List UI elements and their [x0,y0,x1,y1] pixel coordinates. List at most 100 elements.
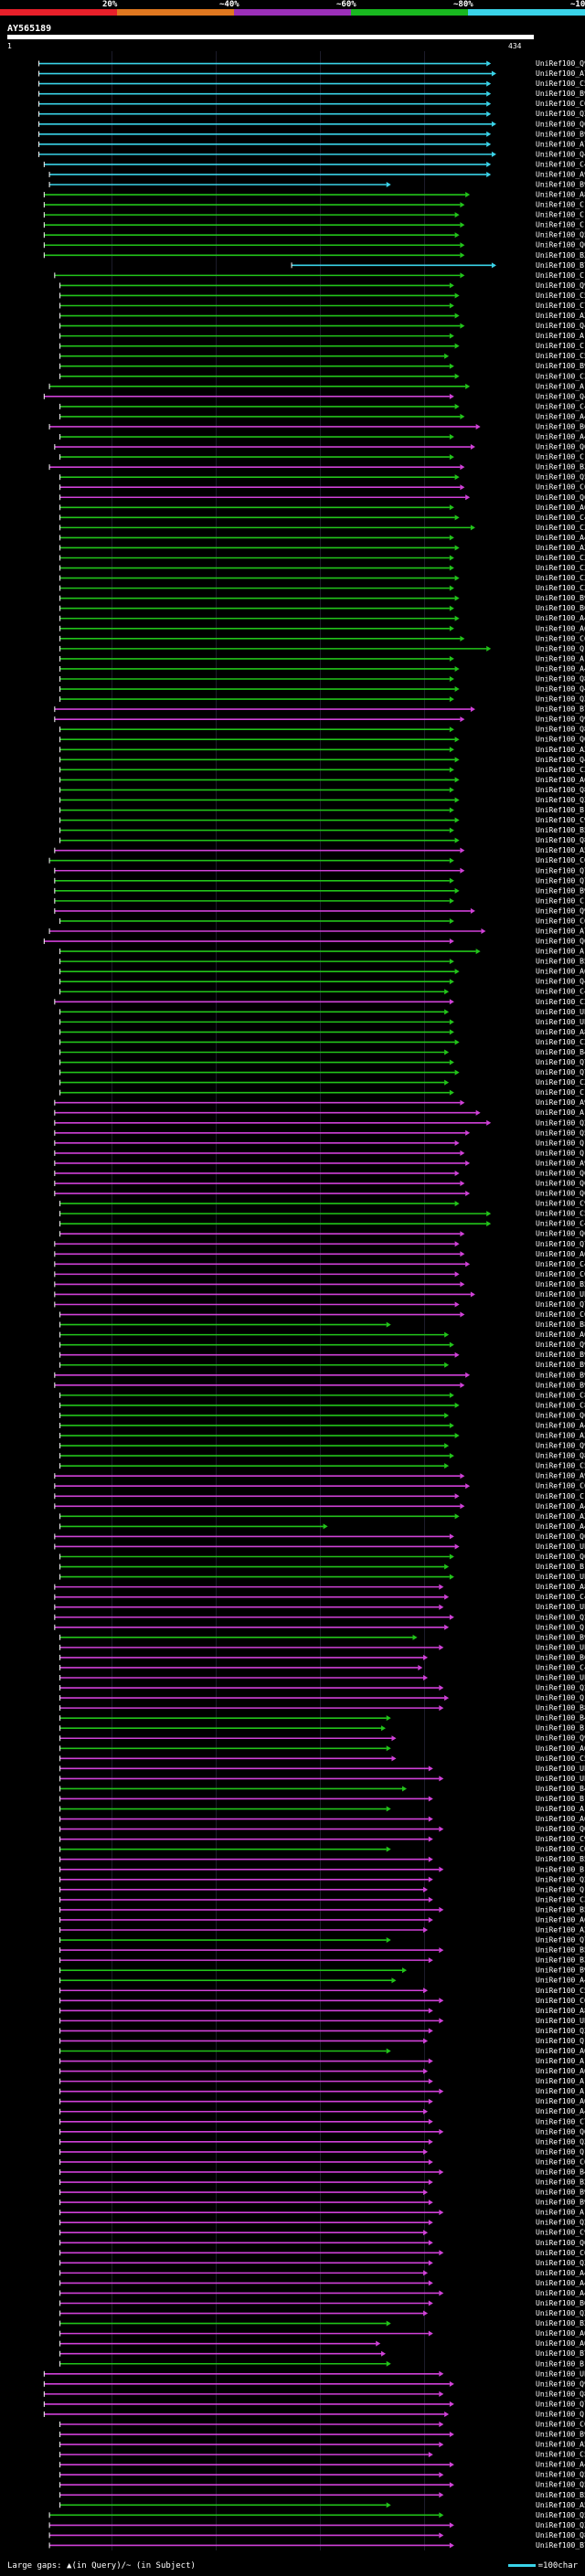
hit-row[interactable]: UniRef100_UPI000... [43,2369,585,2378]
hit-row[interactable]: UniRef100_C1LH54 [59,1088,585,1097]
hit-row[interactable]: UniRef100_A5DM00 [59,2501,585,2509]
hit-label[interactable]: UniRef100_Q3KVD9 [536,2027,585,2035]
hit-row[interactable]: UniRef100_A8FTF2 [59,1028,585,1036]
hit-label[interactable]: UniRef100_Q39U14 [536,796,585,804]
hit-label[interactable]: UniRef100_C0CSL0 [536,1845,585,1853]
hit-label[interactable]: UniRef100_Q4JIS3 [536,392,585,400]
hit-label[interactable]: UniRef100_B4EEG1 [536,1785,585,1793]
hit-row[interactable]: UniRef100_Q7NLR1 [54,866,585,875]
hit-row[interactable]: UniRef100_Q6HAP4 [59,2127,585,2136]
hit-label[interactable]: UniRef100_UPI000... [536,2017,585,2025]
hit-label[interactable]: UniRef100_B4EPR2 [536,2168,585,2176]
hit-label[interactable]: UniRef100_Q8VUL6 [536,726,585,734]
hit-row[interactable]: UniRef100_B1KH2 [59,806,585,814]
hit-label[interactable]: UniRef100_A7PGE1 [536,140,585,148]
hit-label[interactable]: UniRef100_B9K566 [536,886,585,895]
hit-label[interactable]: UniRef100_C7CU51 [536,302,585,310]
hit-label[interactable]: UniRef100_C9CXU6 [536,1835,585,1843]
hit-row[interactable]: UniRef100_Q72383 [59,1068,585,1076]
hit-label[interactable]: UniRef100_B1KH2 [536,806,585,814]
hit-label[interactable]: UniRef100_C5CRL2 [536,292,585,300]
hit-row[interactable]: UniRef100_C8K7V4 [59,1391,585,1399]
hit-label[interactable]: UniRef100_Q1LM16 [536,2410,585,2418]
hit-row[interactable]: UniRef100_C1E787 [43,221,585,229]
hit-label[interactable]: UniRef100_C7YYA0 [536,2117,585,2125]
hit-label[interactable]: UniRef100_C5B9V4 [536,1987,585,1995]
hit-label[interactable]: UniRef100_Q87L94 [536,786,585,794]
hit-row[interactable]: UniRef100_A1YUN1 [54,1108,585,1117]
hit-label[interactable]: UniRef100_Q9KET8 [536,906,585,915]
hit-row[interactable]: UniRef100_A1HTB7 [59,332,585,340]
hit-label[interactable]: UniRef100_C5M5I2 [536,1754,585,1763]
hit-row[interactable]: UniRef100_A9RUJ0 [48,170,585,178]
hit-label[interactable]: UniRef100_Q6SFH1 [536,1230,585,1238]
hit-row[interactable]: UniRef100_B1ZZM6 [59,1563,585,1571]
hit-row[interactable]: UniRef100_UPI000... [54,1542,585,1551]
hit-label[interactable]: UniRef100_Q5SV21 [536,1129,585,1137]
hit-row[interactable]: UniRef100_Q01264 [54,1532,585,1541]
hit-label[interactable]: UniRef100_C1AC33 [536,342,585,350]
hit-label[interactable]: UniRef100_Q7OR15 [536,1058,585,1066]
hit-row[interactable]: UniRef100_Q5SYF7 [59,2481,585,2489]
hit-label[interactable]: UniRef100_B0G5W5 [536,422,585,430]
hit-row[interactable]: UniRef100_UPI000... [59,1765,585,1773]
hit-row[interactable]: UniRef100_B9EJ79 [59,1351,585,1359]
hit-label[interactable]: UniRef100_C1ZNN4 [536,271,585,280]
hit-label[interactable]: UniRef100_B1FPF1 [536,1865,585,1873]
hit-label[interactable]: UniRef100_UPI000... [536,1765,585,1773]
hit-label[interactable]: UniRef100_Q88F03 [536,674,585,683]
hit-row[interactable]: UniRef100_Q0ZC40 [43,241,585,249]
hit-row[interactable]: UniRef100_C4G6A0 [59,1220,585,1228]
hit-label[interactable]: UniRef100_C3HEW6 [536,524,585,532]
hit-row[interactable]: UniRef100_Q7N4L0 [54,876,585,885]
hit-label[interactable]: UniRef100_Q6CP93 [536,493,585,502]
hit-row[interactable]: UniRef100_C5B9V4 [59,1987,585,1995]
hit-row[interactable]: UniRef100_Q4EIF7 [59,978,585,986]
hit-row[interactable]: UniRef100_C9KJQ1 [59,816,585,824]
hit-row[interactable]: UniRef100_Q4K0M6 [59,756,585,764]
hit-label[interactable]: UniRef100_Q29NT8 [536,1875,585,1883]
hit-row[interactable]: UniRef100_Q4W07 [38,150,585,158]
hit-row[interactable]: UniRef100_A1VU16 [59,2077,585,2085]
hit-label[interactable]: UniRef100_A1B7U1 [536,382,585,390]
hit-row[interactable]: UniRef100_C3HT13 [59,574,585,582]
hit-label[interactable]: UniRef100_UPI000... [536,1290,585,1299]
hit-row[interactable]: UniRef100_C5M5I2 [59,1754,585,1763]
hit-label[interactable]: UniRef100_C9KJQ1 [536,816,585,824]
hit-label[interactable]: UniRef100_Q6S598 [536,443,585,451]
hit-label[interactable]: UniRef100_Q6WAQ5 [536,1169,585,1177]
hit-label[interactable]: UniRef100_Q7U310 [536,1936,585,1945]
hit-label[interactable]: UniRef100_B0KPN4 [536,604,585,612]
hit-row[interactable]: UniRef100_C5DDY1 [59,1462,585,1470]
hit-label[interactable]: UniRef100_B9GE33 [536,130,585,138]
hit-label[interactable]: UniRef100_A5VY62 [536,846,585,854]
hit-row[interactable]: UniRef100_Q9E515 [59,281,585,290]
hit-row[interactable]: UniRef100_B9BDD9 [59,2199,585,2207]
hit-label[interactable]: UniRef100_B3R6B7 [536,463,585,472]
hit-label[interactable]: UniRef100_C9YC59 [536,2229,585,2237]
hit-label[interactable]: UniRef100_C1EDW3 [536,1492,585,1500]
hit-label[interactable]: UniRef100_B3E0G3 [536,251,585,260]
hit-label[interactable]: UniRef100_B9J7S3 [536,2431,585,2439]
hit-row[interactable]: UniRef100_B9HUC9 [38,90,585,98]
hit-row[interactable]: UniRef100_Q8A05 [59,1452,585,1460]
hit-row[interactable]: UniRef100_Q6S598 [54,443,585,451]
hit-row[interactable]: UniRef100_A4IT74 [59,1977,585,1985]
hit-label[interactable]: UniRef100_B8KIF2 [536,1320,585,1329]
hit-label[interactable]: UniRef100_Q0KKI6 [536,1190,585,1198]
hit-row[interactable]: UniRef100_Q02TW8 [59,736,585,744]
hit-row[interactable]: UniRef100_A3KB89 [59,1432,585,1440]
hit-row[interactable]: UniRef100_A1UT96 [59,2057,585,2065]
hit-label[interactable]: UniRef100_A0QZE3 [536,2339,585,2348]
hit-label[interactable]: UniRef100_B6Q9L0 [536,2299,585,2307]
hit-row[interactable]: UniRef100_B9M1N2 [59,1966,585,1975]
hit-label[interactable]: UniRef100_A8FTF2 [536,1028,585,1036]
hit-label[interactable]: UniRef100_UPI000... [536,2369,585,2378]
hit-label[interactable]: UniRef100_A6UE80 [536,624,585,632]
hit-label[interactable]: UniRef100_B9M1N2 [536,1966,585,1975]
hit-row[interactable]: UniRef100_B5JM53 [59,826,585,834]
hit-label[interactable]: UniRef100_B2GJR8 [536,2319,585,2327]
hit-label[interactable]: UniRef100_Q0ES01 [536,1553,585,1561]
hit-row[interactable]: UniRef100_Q7OR15 [59,1058,585,1066]
hit-label[interactable]: UniRef100_C4T059 [536,160,585,168]
